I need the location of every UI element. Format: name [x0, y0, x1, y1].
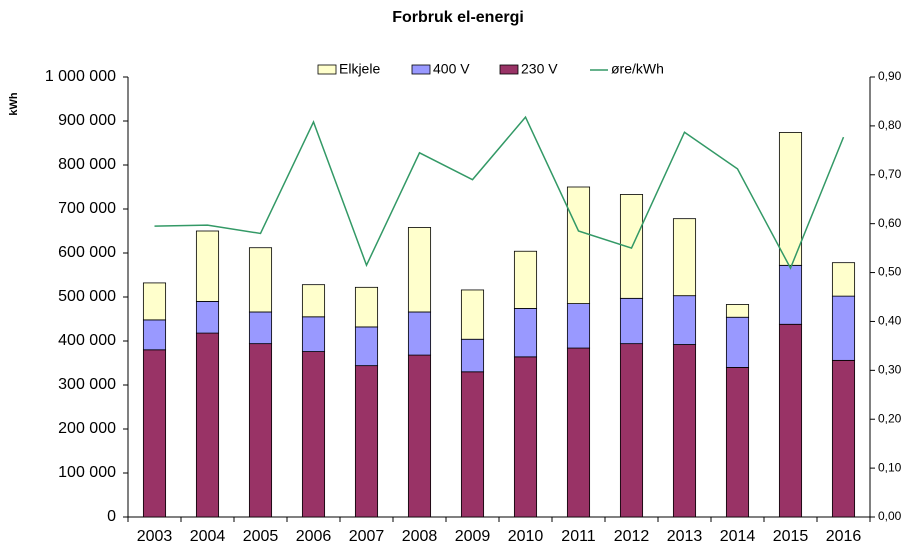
bar — [831, 359, 856, 518]
bar — [354, 286, 379, 328]
bar — [407, 227, 432, 313]
bar — [195, 230, 220, 302]
bar — [460, 289, 485, 340]
legend-swatch — [499, 64, 519, 75]
y2-tick-label: 0,70 — [878, 167, 902, 181]
legend-label: 230 V — [521, 61, 558, 77]
bar — [195, 332, 220, 518]
bar — [513, 250, 538, 309]
bar — [778, 264, 803, 325]
y2-tick-label: 0,00 — [878, 509, 902, 523]
y2-tick-label: 0,10 — [878, 460, 902, 474]
y-tick-label: 300 000 — [58, 376, 116, 393]
x-tick-label: 2012 — [614, 528, 650, 545]
x-tick-label: 2004 — [190, 528, 226, 545]
y-tick-label: 200 000 — [58, 420, 116, 437]
legend-label: Elkjele — [339, 61, 380, 77]
bar — [831, 262, 856, 297]
bar — [142, 349, 167, 518]
line — [154, 115, 845, 270]
y-tick-label: 100 000 — [58, 464, 116, 481]
bar — [672, 295, 697, 345]
bar — [566, 347, 591, 518]
bar — [778, 323, 803, 518]
bar — [619, 343, 644, 518]
bar — [248, 247, 273, 313]
bar — [248, 343, 273, 518]
x-tick-label: 2006 — [296, 528, 332, 545]
bar — [566, 303, 591, 349]
bar — [301, 351, 326, 518]
x-tick-label: 2003 — [137, 528, 173, 545]
x-tick-label: 2005 — [243, 528, 279, 545]
bar — [566, 186, 591, 304]
x-tick-label: 2014 — [720, 528, 756, 545]
bar — [354, 365, 379, 518]
bar — [248, 311, 273, 345]
bar — [831, 295, 856, 361]
bar — [142, 282, 167, 321]
bar — [354, 326, 379, 367]
bar — [725, 304, 750, 318]
y-tick-label: 600 000 — [58, 244, 116, 261]
chart-title: Forbruk el-energi — [392, 9, 524, 26]
bar — [301, 316, 326, 352]
y2-tick-label: 0,50 — [878, 265, 902, 279]
bar — [672, 344, 697, 518]
bar — [407, 311, 432, 356]
y-tick-label: 1 000 000 — [45, 68, 116, 85]
bar — [142, 319, 167, 351]
y-tick-label: 900 000 — [58, 112, 116, 129]
y-axis-label: kWh — [8, 92, 20, 116]
x-tick-label: 2008 — [402, 528, 438, 545]
bar — [725, 366, 750, 518]
bar — [778, 132, 803, 266]
x-tick-label: 2013 — [667, 528, 703, 545]
bar — [301, 284, 326, 318]
bar — [513, 356, 538, 518]
y2-tick-label: 0,30 — [878, 363, 902, 377]
bar — [672, 218, 697, 297]
y2-tick-label: 0,40 — [878, 314, 902, 328]
bar — [460, 338, 485, 373]
legend-swatch — [411, 64, 431, 75]
y-tick-label: 500 000 — [58, 288, 116, 305]
x-tick-label: 2009 — [455, 528, 491, 545]
x-tick-label: 2011 — [561, 528, 596, 545]
x-tick-label: 2007 — [349, 528, 385, 545]
legend-label: øre/kWh — [611, 61, 664, 77]
legend-label: 400 V — [433, 61, 470, 77]
x-tick-label: 2015 — [773, 528, 809, 545]
y-tick-label: 800 000 — [58, 156, 116, 173]
bar — [619, 297, 644, 345]
bar — [725, 316, 750, 368]
y2-tick-label: 0,60 — [878, 216, 902, 230]
bar — [460, 371, 485, 518]
bar — [513, 308, 538, 358]
x-tick-label: 2016 — [826, 528, 862, 545]
y-tick-label: 400 000 — [58, 332, 116, 349]
y-tick-label: 0 — [107, 508, 116, 525]
y2-tick-label: 0,80 — [878, 118, 902, 132]
x-tick-label: 2010 — [508, 528, 544, 545]
y2-tick-label: 0,90 — [878, 69, 902, 83]
y-tick-label: 700 000 — [58, 200, 116, 217]
legend-swatch — [317, 64, 337, 75]
y2-tick-label: 0,20 — [878, 411, 902, 425]
bar — [195, 300, 220, 334]
bar — [407, 354, 432, 518]
